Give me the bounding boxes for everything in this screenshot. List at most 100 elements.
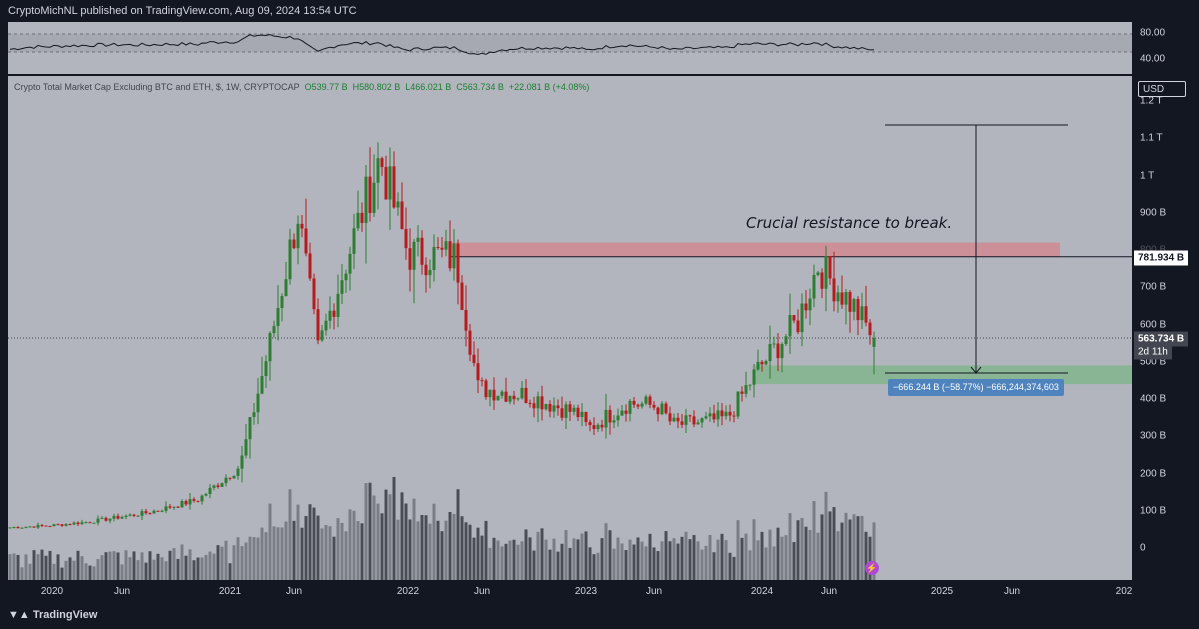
- candle-body: [408, 248, 412, 270]
- candle-body: [412, 241, 416, 270]
- time-axis-label: Jun: [473, 586, 491, 597]
- candle-body: [484, 380, 488, 398]
- volume-bar: [644, 546, 648, 580]
- time-axis[interactable]: 2020 Jun 2021 Jun 2022 Jun 2023 Jun 2024 Jun 2025 J…: [8, 580, 1132, 602]
- candle-body: [12, 527, 16, 529]
- volume-bar: [252, 537, 256, 580]
- flash-icon[interactable]: ⚡: [865, 561, 879, 575]
- candle-body: [552, 405, 556, 412]
- volume-bar: [156, 553, 160, 580]
- candle-body: [204, 493, 208, 496]
- volume-bar: [760, 531, 764, 580]
- volume-bar: [216, 545, 220, 580]
- volume-bar: [804, 526, 808, 580]
- candle-body: [272, 326, 276, 334]
- candle-body: [832, 278, 836, 302]
- candle-body: [16, 527, 20, 529]
- volume-bar: [112, 551, 116, 580]
- candle-body: [152, 510, 156, 514]
- candle-body: [168, 506, 172, 508]
- candle-body: [380, 158, 384, 168]
- volume-bar: [728, 552, 732, 580]
- candle-body: [92, 522, 96, 524]
- candle-body: [704, 416, 708, 419]
- tradingview-logo[interactable]: ▼▲ TradingView: [8, 609, 97, 621]
- volume-bar: [532, 550, 536, 580]
- volume-bar: [268, 503, 272, 580]
- volume-bar: [428, 523, 432, 580]
- candle-body: [8, 527, 12, 529]
- volume-bar: [580, 533, 584, 580]
- candle-body: [264, 361, 268, 377]
- volume-bar: [508, 540, 512, 580]
- candle-body: [676, 417, 680, 422]
- volume-bar: [820, 514, 824, 580]
- volume-bar: [600, 538, 604, 580]
- candle-body: [844, 292, 848, 305]
- volume-bar: [764, 547, 768, 580]
- candle-body: [128, 514, 132, 516]
- volume-bar: [740, 537, 744, 580]
- resistance-annotation[interactable]: Crucial resistance to break.: [746, 214, 953, 232]
- candle-body: [212, 485, 216, 488]
- volume-bar: [520, 541, 524, 580]
- candle-body: [480, 380, 484, 382]
- candle-body: [548, 404, 552, 412]
- candle-body: [712, 413, 716, 420]
- volume-bar: [668, 541, 672, 580]
- bar-countdown: 2d 11h: [1134, 344, 1172, 360]
- rsi-axis[interactable]: 80.00 40.00: [1132, 22, 1199, 74]
- candle-body: [784, 336, 788, 345]
- volume-bar: [352, 510, 356, 580]
- candle-body: [236, 468, 240, 476]
- candle-body: [56, 524, 60, 526]
- volume-bar: [24, 554, 28, 580]
- currency-button[interactable]: USD: [1138, 81, 1186, 97]
- candle-body: [324, 320, 328, 331]
- candle-body: [764, 361, 768, 365]
- current-price-tag: 563.734 B: [1134, 331, 1189, 347]
- price-axis-label: 1.1 T: [1140, 132, 1163, 144]
- candle-body: [580, 411, 584, 418]
- volume-bar: [484, 520, 488, 580]
- volume-bar: [60, 567, 64, 580]
- candle-body: [32, 526, 36, 528]
- candle-body: [768, 344, 772, 362]
- candle-body: [584, 411, 588, 423]
- volume-bar: [576, 539, 580, 580]
- main-chart-pane[interactable]: Crypto Total Market Cap Excluding BTC an…: [8, 76, 1132, 580]
- volume-bar: [572, 538, 576, 580]
- volume-bar: [812, 501, 816, 580]
- time-axis-label: 2025: [930, 586, 954, 597]
- candle-body: [360, 212, 364, 224]
- volume-bar: [224, 540, 228, 580]
- volume-bar: [528, 537, 532, 580]
- volume-bar: [700, 549, 704, 580]
- time-axis-label: 2024: [750, 586, 774, 597]
- volume-bar: [556, 551, 560, 580]
- candle-body: [352, 228, 356, 254]
- volume-bar: [544, 539, 548, 580]
- volume-bar: [456, 489, 460, 580]
- candle-body: [460, 282, 464, 310]
- candle-body: [180, 501, 184, 508]
- volume-bar: [124, 550, 128, 580]
- measure-label[interactable]: −666.244 B (−58.77%) −666,244,374,603: [888, 379, 1064, 396]
- candle-body: [512, 395, 516, 400]
- candle-body: [156, 510, 160, 512]
- volume-bar: [72, 560, 76, 580]
- volume-bar: [240, 546, 244, 580]
- volume-bar: [244, 542, 248, 580]
- volume-bar: [752, 519, 756, 580]
- price-axis[interactable]: USD 1.2 T 1.1 T 1 T 900 B 800 B 700 B 600 B 500…: [1132, 76, 1199, 580]
- candle-body: [824, 256, 828, 289]
- volume-bar: [616, 537, 620, 580]
- volume-bar: [184, 555, 188, 580]
- rsi-pane[interactable]: [8, 22, 1132, 74]
- volume-bar: [32, 550, 36, 580]
- candle-body: [132, 514, 136, 516]
- rsi-axis-label: 40.00: [1140, 53, 1166, 65]
- candle-body: [740, 391, 744, 394]
- volume-bar: [40, 549, 44, 580]
- candle-body: [72, 522, 76, 525]
